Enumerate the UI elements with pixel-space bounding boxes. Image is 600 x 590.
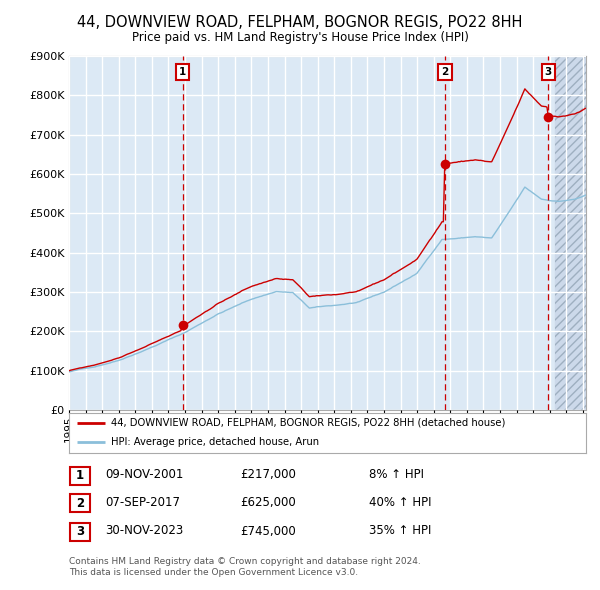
Text: 1: 1 — [76, 469, 84, 482]
Text: Price paid vs. HM Land Registry's House Price Index (HPI): Price paid vs. HM Land Registry's House … — [131, 31, 469, 44]
Text: 2: 2 — [442, 67, 449, 77]
Text: 8% ↑ HPI: 8% ↑ HPI — [369, 468, 424, 481]
Text: 2: 2 — [76, 497, 84, 510]
Bar — [555, 56, 595, 410]
Text: 44, DOWNVIEW ROAD, FELPHAM, BOGNOR REGIS, PO22 8HH: 44, DOWNVIEW ROAD, FELPHAM, BOGNOR REGIS… — [77, 15, 523, 30]
Text: 3: 3 — [545, 67, 552, 77]
Text: 3: 3 — [76, 525, 84, 538]
FancyBboxPatch shape — [70, 523, 89, 540]
Text: 09-NOV-2001: 09-NOV-2001 — [105, 468, 184, 481]
Text: 35% ↑ HPI: 35% ↑ HPI — [369, 525, 431, 537]
FancyBboxPatch shape — [70, 467, 89, 484]
Text: Contains HM Land Registry data © Crown copyright and database right 2024.: Contains HM Land Registry data © Crown c… — [69, 558, 421, 566]
Text: 40% ↑ HPI: 40% ↑ HPI — [369, 496, 431, 509]
Text: 1: 1 — [179, 67, 187, 77]
Bar — [555, 56, 595, 410]
Text: 30-NOV-2023: 30-NOV-2023 — [105, 525, 183, 537]
Text: This data is licensed under the Open Government Licence v3.0.: This data is licensed under the Open Gov… — [69, 568, 358, 577]
Text: 44, DOWNVIEW ROAD, FELPHAM, BOGNOR REGIS, PO22 8HH (detached house): 44, DOWNVIEW ROAD, FELPHAM, BOGNOR REGIS… — [112, 418, 506, 428]
Text: £625,000: £625,000 — [240, 496, 296, 509]
Text: 07-SEP-2017: 07-SEP-2017 — [105, 496, 180, 509]
FancyBboxPatch shape — [70, 494, 89, 512]
Text: HPI: Average price, detached house, Arun: HPI: Average price, detached house, Arun — [112, 437, 320, 447]
Text: £745,000: £745,000 — [240, 525, 296, 537]
Text: £217,000: £217,000 — [240, 468, 296, 481]
